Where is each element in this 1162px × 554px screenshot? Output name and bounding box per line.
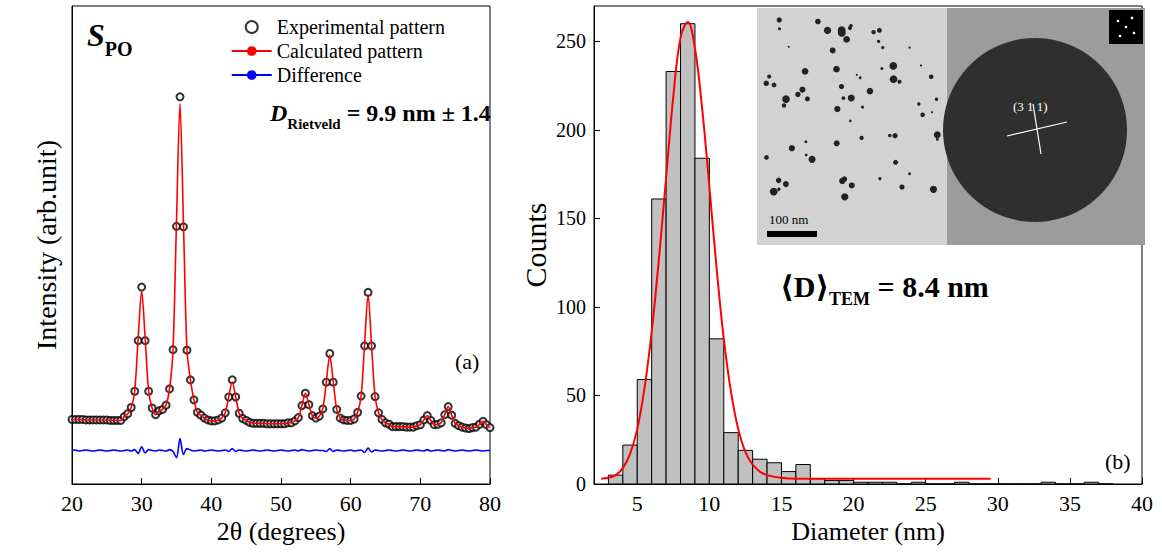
- svg-text:Rietveld: Rietveld: [287, 116, 341, 132]
- svg-text:150: 150: [556, 207, 586, 229]
- svg-text:2θ (degrees): 2θ (degrees): [217, 517, 346, 546]
- svg-text:40: 40: [200, 491, 222, 516]
- svg-text:⟨D⟩: ⟨D⟩: [780, 270, 829, 303]
- svg-text:PO: PO: [105, 38, 133, 60]
- svg-text:S: S: [87, 17, 105, 53]
- svg-text:= 9.9 nm ± 1.4: = 9.9 nm ± 1.4: [341, 100, 491, 126]
- svg-text:100: 100: [556, 296, 586, 318]
- svg-text:20: 20: [61, 491, 83, 516]
- svg-text:40: 40: [1131, 491, 1153, 516]
- svg-text:15: 15: [770, 491, 792, 516]
- svg-text:60: 60: [340, 491, 362, 516]
- svg-text:= 8.4 nm: = 8.4 nm: [870, 270, 989, 303]
- svg-text:(3 1 1): (3 1 1): [1013, 99, 1048, 114]
- svg-text:50: 50: [566, 384, 586, 406]
- svg-text:Calculated pattern: Calculated pattern: [277, 40, 423, 63]
- svg-text:TEM: TEM: [829, 289, 870, 309]
- svg-text:70: 70: [409, 491, 431, 516]
- svg-text:Diameter (nm): Diameter (nm): [791, 517, 945, 546]
- svg-text:D: D: [269, 100, 287, 126]
- svg-text:30: 30: [131, 491, 153, 516]
- svg-text:200: 200: [556, 119, 586, 141]
- svg-text:Difference: Difference: [277, 64, 362, 86]
- svg-text:80: 80: [479, 491, 501, 516]
- svg-text:50: 50: [270, 491, 292, 516]
- svg-text:30: 30: [987, 491, 1009, 516]
- svg-text:25: 25: [915, 491, 937, 516]
- svg-text:(a): (a): [455, 349, 479, 374]
- svg-text:Counts: Counts: [519, 202, 552, 287]
- svg-text:35: 35: [1059, 491, 1081, 516]
- svg-text:(b): (b): [1105, 449, 1131, 474]
- svg-text:0: 0: [576, 473, 586, 495]
- svg-text:250: 250: [556, 30, 586, 52]
- svg-text:Intensity (arb.unit): Intensity (arb.unit): [31, 140, 62, 350]
- svg-text:5: 5: [632, 491, 643, 516]
- svg-text:20: 20: [843, 491, 865, 516]
- svg-text:10: 10: [698, 491, 720, 516]
- svg-text:100 nm: 100 nm: [769, 212, 808, 227]
- svg-text:Experimental pattern: Experimental pattern: [277, 16, 445, 39]
